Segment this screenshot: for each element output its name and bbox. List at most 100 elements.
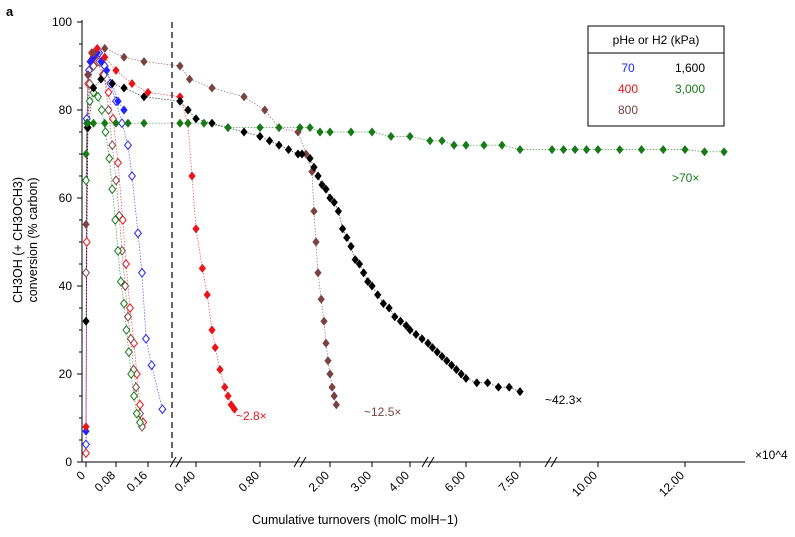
legend-title: pHe or H2 (kPa) <box>613 33 700 47</box>
data-point <box>483 378 492 388</box>
data-point <box>120 83 128 93</box>
data-point <box>224 391 232 401</box>
series-line <box>85 48 337 405</box>
data-point <box>128 78 136 89</box>
x-tick-label: 0.40 <box>172 468 199 495</box>
data-point <box>116 276 125 287</box>
data-point <box>265 136 274 146</box>
data-point <box>256 122 264 133</box>
y-tick-label: 20 <box>59 367 73 381</box>
data-point <box>516 386 524 397</box>
data-point <box>102 65 111 76</box>
data-point <box>93 91 103 102</box>
data-point <box>316 127 324 137</box>
data-point <box>101 126 110 138</box>
data-point <box>147 360 156 371</box>
data-point <box>379 298 388 309</box>
data-point <box>97 74 105 84</box>
data-point <box>473 378 481 388</box>
data-point <box>81 439 91 450</box>
data-point <box>113 245 123 256</box>
panel-label: a <box>6 4 14 19</box>
data-point <box>326 127 334 137</box>
data-point <box>275 122 283 133</box>
data-point <box>224 122 232 133</box>
data-point <box>438 351 446 362</box>
data-point <box>548 144 556 155</box>
x-tick-label: 10.00 <box>569 468 600 499</box>
data-point <box>418 334 426 344</box>
data-point <box>256 131 264 142</box>
data-point <box>368 281 376 291</box>
data-point <box>438 136 446 146</box>
axis-break-mark <box>175 456 183 468</box>
data-point <box>326 369 334 379</box>
data-point <box>82 149 90 159</box>
data-point <box>324 356 332 366</box>
data-point <box>82 316 90 326</box>
data-point <box>200 118 208 128</box>
data-point <box>368 127 376 137</box>
legend-entry-1600: 1,600 <box>675 61 705 75</box>
data-point <box>112 65 120 76</box>
data-point <box>123 311 133 322</box>
data-point <box>129 390 139 402</box>
legend-entry-800: 800 <box>618 103 638 117</box>
data-point <box>111 214 120 226</box>
data-point <box>480 140 488 150</box>
data-point <box>185 74 194 84</box>
data-point <box>221 382 229 392</box>
data-point <box>132 408 141 419</box>
annotation-black: ~42.3× <box>545 393 582 407</box>
data-point <box>101 52 109 62</box>
data-point <box>137 267 147 278</box>
y-tick-label: 100 <box>52 15 72 29</box>
x-multiplier: ×10^4 <box>755 448 788 462</box>
data-point <box>314 171 322 181</box>
data-point <box>188 171 196 181</box>
legend-entry-70: 70 <box>621 61 635 75</box>
data-point <box>230 404 239 414</box>
data-point <box>406 325 414 335</box>
axis-break-mark <box>421 456 429 468</box>
data-point <box>261 105 269 115</box>
axis-break-mark <box>293 456 301 468</box>
legend-entry-3000: 3,000 <box>675 82 705 96</box>
y-tick-label: 60 <box>59 191 73 205</box>
data-point <box>571 144 579 155</box>
data-point <box>203 290 211 300</box>
x-tick-label: 0.80 <box>236 468 263 495</box>
data-point <box>104 104 113 116</box>
data-point <box>176 96 184 106</box>
data-point <box>720 147 728 157</box>
data-point <box>275 140 283 150</box>
data-point <box>498 140 506 150</box>
data-point <box>298 149 306 159</box>
data-point <box>322 338 330 348</box>
y-axis-title-line2: conversion (% carbon) <box>26 177 40 302</box>
data-point <box>135 417 145 428</box>
data-point <box>113 157 123 168</box>
y-axis-title-line1: CH3OH (+ CH3OCH3) <box>11 177 25 303</box>
data-point <box>494 382 503 392</box>
data-point <box>582 144 591 155</box>
data-point <box>330 391 338 401</box>
data-point <box>637 144 646 155</box>
y-tick-label: 40 <box>59 279 73 293</box>
data-point <box>306 122 314 133</box>
x-tick-label: 6.00 <box>442 468 469 495</box>
axis-break-mark <box>550 456 558 468</box>
data-point <box>144 87 152 98</box>
data-point <box>387 131 395 142</box>
data-point <box>127 170 137 182</box>
x-tick-label: 7.50 <box>496 468 523 495</box>
data-point <box>306 153 314 164</box>
y-tick-label: 80 <box>59 103 73 117</box>
data-point <box>124 346 133 358</box>
data-point <box>374 290 382 300</box>
data-point <box>123 140 133 151</box>
data-point <box>296 122 304 133</box>
data-point <box>396 316 405 326</box>
data-point <box>192 114 200 124</box>
data-point <box>443 356 451 366</box>
